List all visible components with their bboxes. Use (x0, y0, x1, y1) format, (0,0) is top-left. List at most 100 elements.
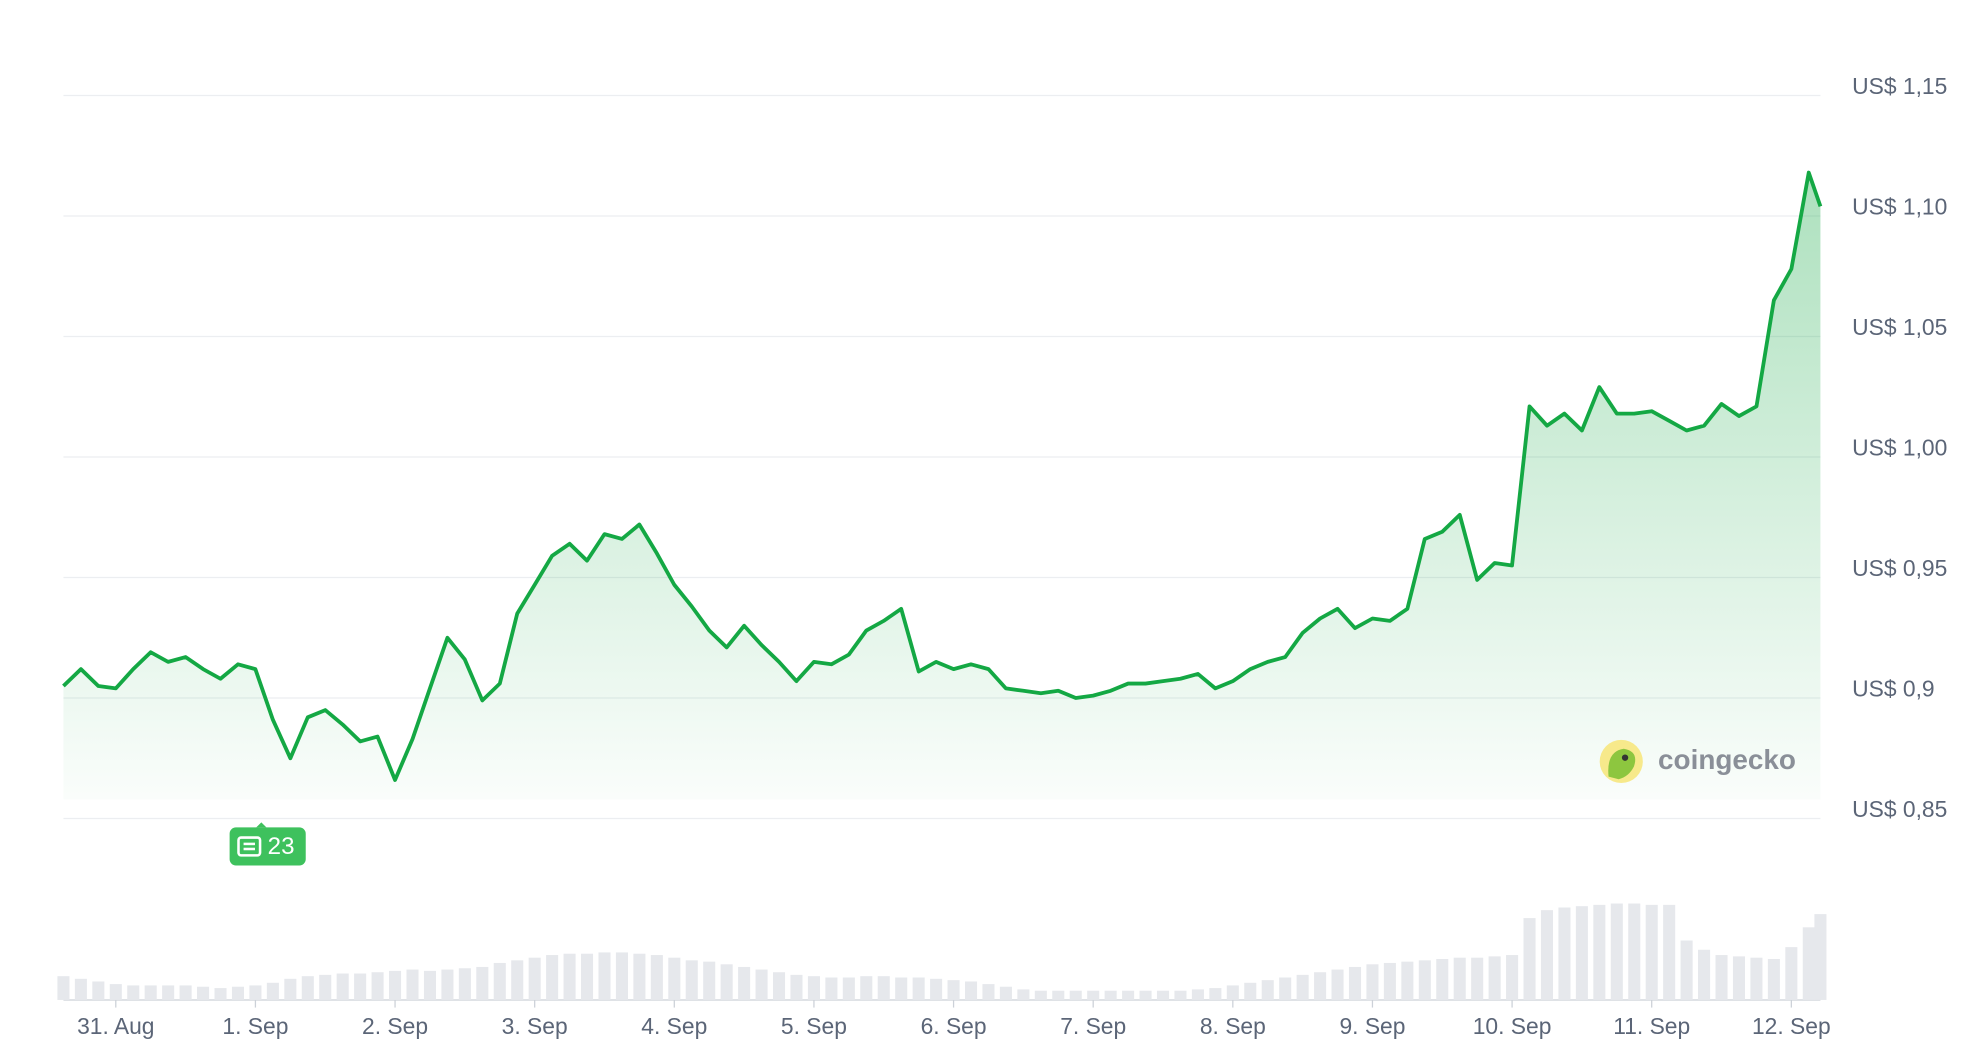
volume-bar (720, 964, 733, 1000)
x-tick-label: 3. Sep (502, 1013, 568, 1039)
x-tick-label: 9. Sep (1339, 1013, 1405, 1039)
volume-bar (1052, 990, 1065, 1000)
volume-bar (807, 976, 820, 1000)
volume-bar (790, 974, 803, 1000)
volume-bar (266, 982, 279, 1000)
volume-bar (842, 977, 855, 1000)
volume-bar (1331, 969, 1344, 1000)
volume-bar (1802, 927, 1815, 1000)
volume-bar (511, 960, 524, 1000)
x-tick-label: 11. Sep (1613, 1013, 1690, 1039)
news-icon (237, 836, 262, 857)
volume-bar (1575, 906, 1588, 1000)
volume-bar (546, 955, 559, 1000)
volume-bar (1139, 990, 1152, 1000)
volume-bar (1366, 964, 1379, 1000)
volume-bar (685, 960, 698, 1000)
volume-bar (1348, 966, 1362, 1000)
volume-bar (633, 953, 646, 1000)
news-badge[interactable]: 23 (229, 822, 306, 866)
volume-bar (964, 981, 978, 1000)
volume-bar (1715, 955, 1728, 1000)
volume-bar (1209, 988, 1222, 1000)
y-tick-label: US$ 1,10 (1852, 193, 1947, 219)
x-tick-label: 5. Sep (781, 1013, 847, 1039)
volume-bar (1628, 903, 1641, 1000)
y-tick-label: US$ 1,15 (1852, 73, 1947, 99)
volume-bar (1488, 956, 1501, 1000)
volume-bar (1453, 957, 1466, 1000)
volume-bar (1418, 960, 1431, 1000)
y-tick-label: US$ 0,95 (1852, 555, 1947, 581)
volume-bar (1471, 957, 1484, 1000)
volume-bar (162, 985, 175, 1000)
x-tick-label: 7. Sep (1060, 1013, 1126, 1039)
volume-bar (109, 984, 122, 1000)
volume-bar (1017, 989, 1030, 1000)
volume-bar (1436, 959, 1449, 1000)
watermark: coingecko (1599, 739, 1796, 784)
volume-bar (319, 974, 332, 1000)
news-count: 23 (268, 833, 295, 860)
volume-bar (598, 952, 611, 1000)
volume-bar (1732, 956, 1746, 1000)
volume-bar (1296, 974, 1309, 1000)
volume-bar (92, 981, 105, 1000)
volume-bar (668, 957, 681, 1000)
volume-bar (947, 980, 960, 1000)
volume-bar (371, 972, 384, 1000)
volume-bar (703, 961, 716, 1000)
volume-bar (1174, 990, 1187, 1000)
x-tick-label: 12. Sep (1752, 1013, 1831, 1039)
volume-bar (772, 972, 786, 1000)
volume-bar (458, 968, 471, 1000)
volume-bar (895, 977, 908, 1000)
volume-bar (214, 988, 227, 1000)
volume-bar (249, 985, 262, 1000)
x-tick-label: 4. Sep (641, 1013, 707, 1039)
volume-bar (912, 977, 925, 1000)
volume-bar (1034, 990, 1047, 1000)
volume-bar (999, 986, 1012, 1000)
volume-bar (231, 986, 244, 1000)
volume-bar (1785, 947, 1798, 1000)
x-tick-label: 31. Aug (77, 1013, 154, 1039)
x-tick-label: 6. Sep (921, 1013, 987, 1039)
x-tick-label: 10. Sep (1473, 1013, 1552, 1039)
y-tick-label: US$ 1,05 (1852, 314, 1947, 340)
volume-bar (1506, 955, 1519, 1000)
volume-bar (284, 978, 297, 1000)
plot (62, 170, 1823, 800)
volume-bar (982, 984, 995, 1000)
grid: US$ 0,85 US$ 0,9 US$ 0,95 US$ 1,00 US$ 1,05 U… (63, 73, 1947, 1039)
volume-bar (1401, 961, 1414, 1000)
price-area (63, 172, 1821, 800)
x-tick-label: 8. Sep (1200, 1013, 1266, 1039)
x-tick-label: 1. Sep (222, 1013, 288, 1039)
volume-bar (1558, 907, 1571, 1000)
volume-bar (877, 976, 890, 1000)
volume-bar (1750, 957, 1763, 1000)
volume-bar (1279, 977, 1292, 1000)
volume-bar (1122, 990, 1135, 1000)
x-tick-label: 2. Sep (362, 1013, 428, 1039)
logo-gecko (1608, 748, 1636, 780)
volume-bar (1191, 989, 1204, 1000)
volume-bar (1314, 972, 1327, 1000)
volume-bar (1680, 940, 1693, 1000)
price-line (62, 170, 1823, 782)
volume-bar (1645, 904, 1658, 1000)
volume-bar (1156, 990, 1170, 1000)
volume-bar (650, 955, 663, 1000)
volume-bar (1104, 990, 1117, 1000)
volume-bar (930, 978, 943, 1000)
volume-bar (1814, 914, 1827, 1000)
volume-bar (1069, 990, 1082, 1000)
y-tick-label: US$ 0,9 (1852, 675, 1935, 701)
badge-pointer (256, 822, 267, 828)
volume-bar (301, 976, 314, 1000)
volume-bar (615, 952, 628, 1000)
volume-bar (441, 969, 454, 1000)
volume-bar (563, 953, 576, 1000)
